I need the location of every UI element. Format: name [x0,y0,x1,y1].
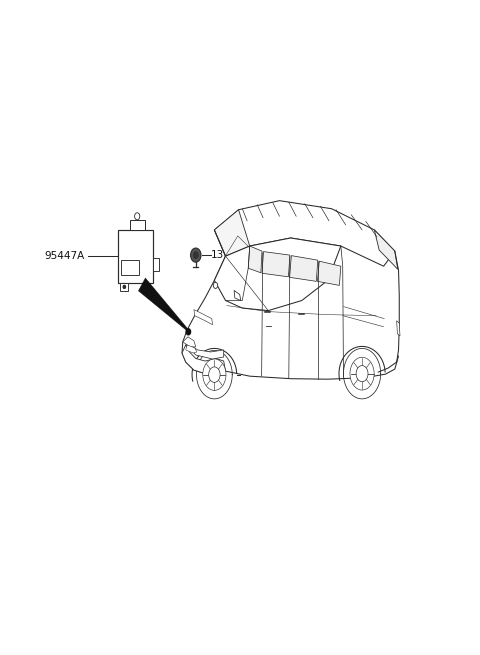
Circle shape [191,248,201,262]
Circle shape [203,359,226,390]
Bar [142,283,150,291]
Circle shape [123,286,125,288]
Circle shape [145,286,147,288]
Polygon shape [215,200,395,266]
Text: 95447A: 95447A [44,251,84,261]
Bar [120,283,129,291]
Polygon shape [248,246,262,272]
Circle shape [209,367,220,383]
Bar [130,220,144,230]
Polygon shape [374,230,398,269]
Bar [118,230,153,283]
Bar [120,260,139,275]
Polygon shape [215,238,341,310]
Circle shape [356,365,368,382]
Circle shape [213,282,218,288]
Polygon shape [194,310,213,325]
Polygon shape [215,210,250,256]
Polygon shape [262,252,290,277]
Polygon shape [317,261,341,286]
Polygon shape [186,344,224,359]
Circle shape [186,329,191,335]
Bar [153,258,159,271]
Circle shape [350,357,374,390]
Polygon shape [138,278,189,331]
Circle shape [193,251,199,259]
Polygon shape [289,255,318,282]
Polygon shape [183,337,196,347]
Polygon shape [396,321,400,336]
Circle shape [134,213,140,220]
Text: 1339CC: 1339CC [211,250,252,260]
Polygon shape [186,345,197,353]
Polygon shape [234,290,241,301]
Polygon shape [182,345,226,374]
